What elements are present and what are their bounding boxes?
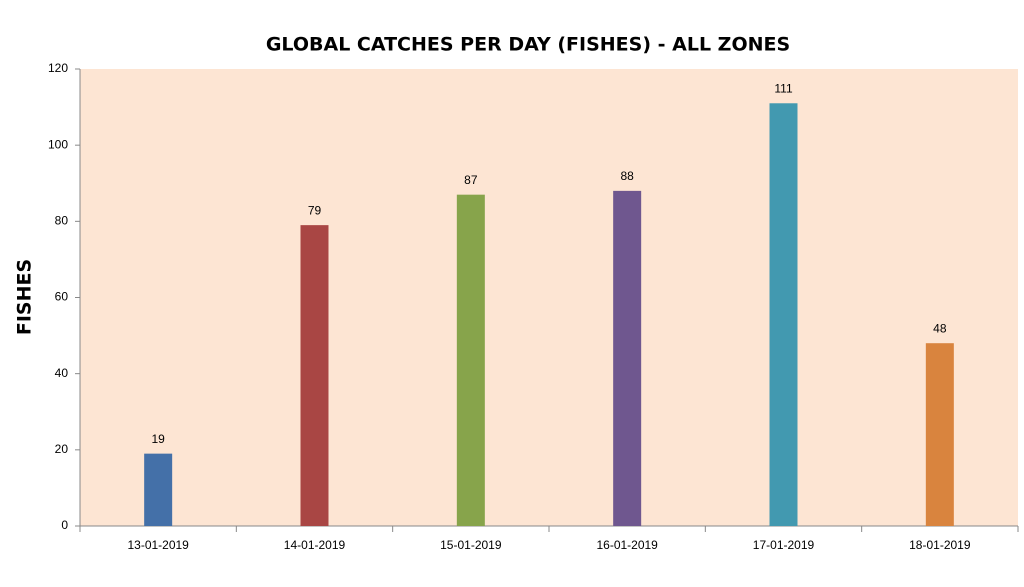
y-tick-label: 120 [48, 61, 68, 75]
x-tick-label: 14-01-2019 [284, 538, 346, 552]
data-label: 19 [151, 432, 165, 446]
plot-area [80, 69, 1018, 526]
bar [456, 194, 485, 527]
y-tick-label: 60 [55, 290, 69, 304]
bar [144, 453, 173, 526]
bar [300, 225, 329, 526]
data-label: 87 [464, 173, 478, 187]
chart-title: GLOBAL CATCHES PER DAY (FISHES) - ALL ZO… [266, 34, 790, 56]
x-tick-label: 15-01-2019 [440, 538, 502, 552]
bar [925, 343, 954, 526]
y-tick-label: 40 [55, 366, 69, 380]
x-tick-label: 17-01-2019 [753, 538, 815, 552]
data-label: 48 [933, 321, 947, 335]
y-tick-label: 20 [55, 442, 69, 456]
bar [613, 190, 642, 526]
y-axis-label: FISHES [14, 259, 36, 335]
x-tick-label: 16-01-2019 [596, 538, 658, 552]
x-tick-label: 18-01-2019 [909, 538, 971, 552]
data-label: 79 [308, 203, 322, 217]
y-tick-label: 100 [48, 137, 68, 151]
y-tick-label: 0 [61, 518, 68, 532]
data-label: 88 [620, 169, 634, 183]
data-label: 111 [774, 81, 793, 95]
y-tick-label: 80 [55, 214, 69, 228]
x-tick-label: 13-01-2019 [127, 538, 189, 552]
bar [769, 103, 798, 527]
